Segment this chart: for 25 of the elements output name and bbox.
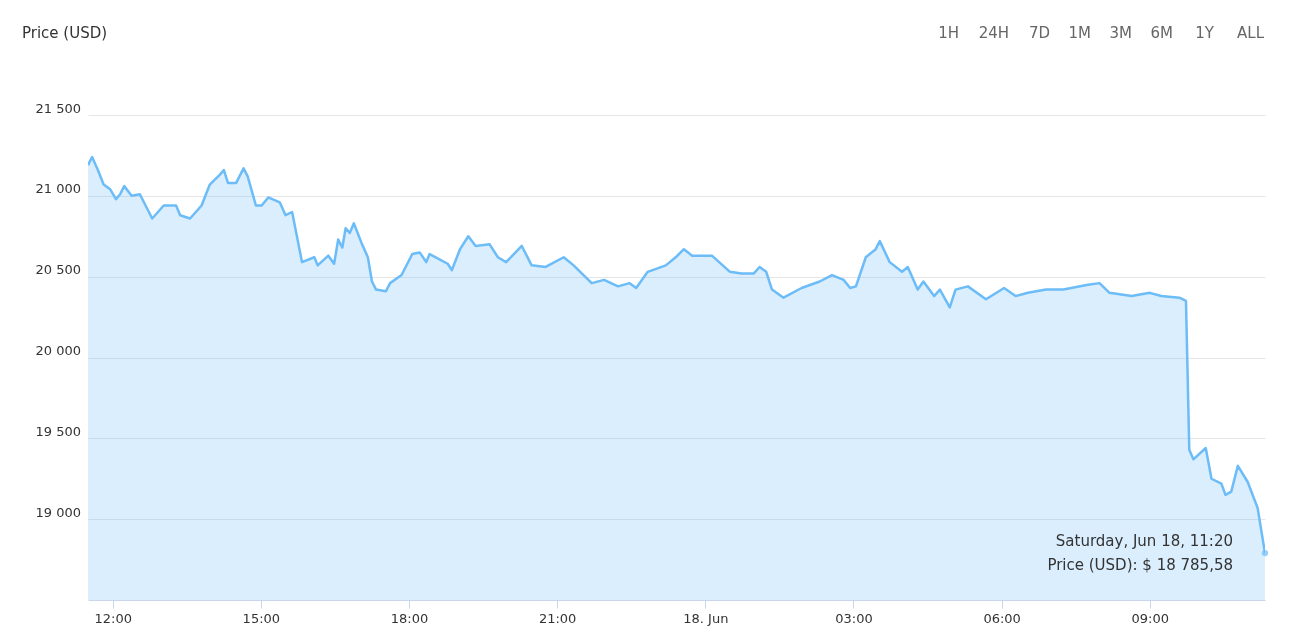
text: 1M <box>1068 24 1091 42</box>
text: 3M <box>1109 24 1132 42</box>
text: 24H <box>978 24 1009 42</box>
text: ALL <box>1237 24 1265 42</box>
x-tick-label: 18:00 <box>390 610 429 626</box>
x-tick-label: 09:00 <box>1131 610 1169 626</box>
y-tick-label: 19 000 <box>35 504 81 520</box>
x-tick-label: 06:00 <box>983 610 1021 626</box>
text: 6M <box>1150 24 1173 42</box>
x-tick-label: 15:00 <box>242 610 281 626</box>
y-tick-label: 19 500 <box>35 423 81 439</box>
x-tick-label: 03:00 <box>835 610 873 626</box>
annotation: Saturday, Jun 18, 11:20 <box>1055 532 1233 551</box>
chart-title: Price (USD) <box>22 24 108 42</box>
annotation: Price (USD): $ 18 785,58 <box>1047 556 1233 575</box>
x-tick-label: 21:00 <box>538 610 577 626</box>
y-tick-label: 21 500 <box>35 100 81 116</box>
text: 1Y <box>1195 24 1215 42</box>
text: 1H <box>938 24 959 42</box>
x-tick-label: 18. Jun <box>683 610 729 626</box>
y-tick-label: 20 500 <box>35 262 81 278</box>
x-tick-label: 12:00 <box>94 610 132 626</box>
y-tick-label: 20 000 <box>35 343 81 358</box>
text: 7D <box>1028 24 1050 42</box>
y-tick-label: 21 000 <box>35 181 81 197</box>
